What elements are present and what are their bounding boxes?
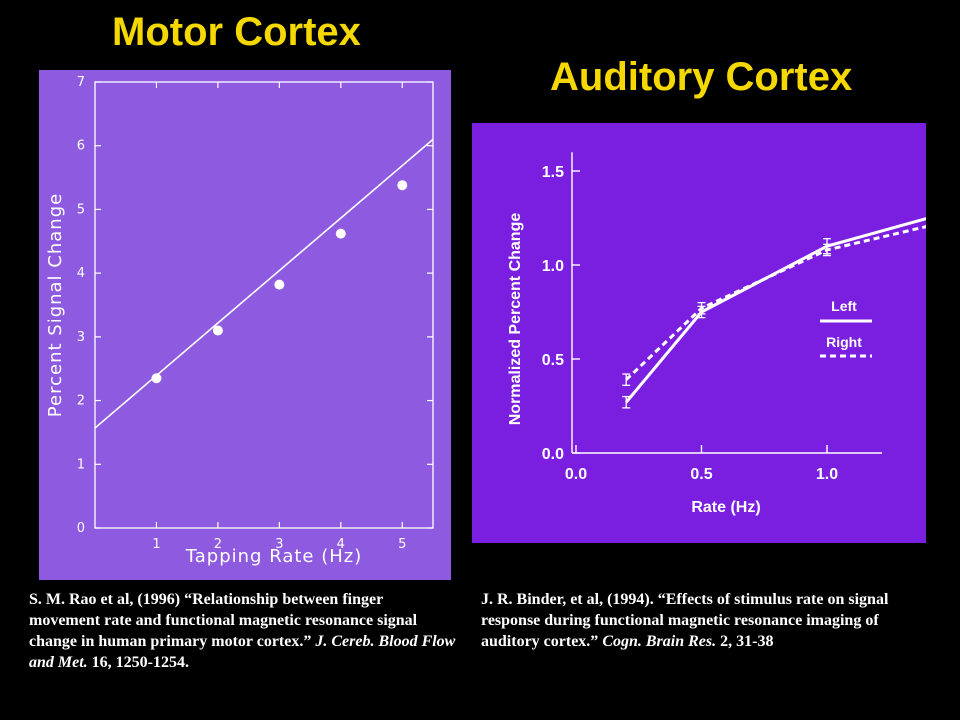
x-tick-label: 1 bbox=[152, 537, 160, 552]
citation-binder-journal: Cogn. Brain Res. bbox=[602, 633, 717, 650]
y-tick-label: 3 bbox=[77, 330, 85, 345]
y-tick-label: 5 bbox=[77, 202, 85, 217]
y-tick-label: 0.0 bbox=[542, 446, 564, 463]
motor-cortex-title: Motor Cortex bbox=[112, 10, 361, 54]
citation-binder-text: J. R. Binder, et al, (1994). “Effects of… bbox=[481, 591, 889, 650]
plot-frame bbox=[94, 81, 434, 529]
citation-rao-ref: 16, 1250-1254. bbox=[91, 654, 189, 671]
series-line-left bbox=[625, 217, 926, 404]
citation-binder: J. R. Binder, et al, (1994). “Effects of… bbox=[481, 589, 921, 652]
x-tick-label: 0.5 bbox=[690, 466, 712, 483]
x-tick-label: 4 bbox=[337, 537, 345, 552]
x-tick-label: 1.0 bbox=[816, 466, 838, 483]
data-point bbox=[151, 373, 162, 384]
y-tick-label: 2 bbox=[77, 394, 85, 409]
motor-cortex-chart-panel: 0 1 2 3 4 5 6 7 1 2 3 4 5 Tapping Rate (Hz) Percent Si… bbox=[39, 70, 451, 580]
data-point bbox=[335, 228, 346, 239]
x-tick-label: 2 bbox=[214, 537, 222, 552]
x-tick-label: 0.0 bbox=[565, 466, 587, 483]
legend-label-left: Left bbox=[831, 298, 857, 314]
x-axis-label: Tapping Rate (Hz) bbox=[185, 546, 362, 567]
fit-line bbox=[94, 138, 434, 429]
y-tick-label: 1.5 bbox=[542, 164, 564, 181]
citation-binder-ref: 2, 31-38 bbox=[720, 633, 774, 650]
citation-rao: S. M. Rao et al, (1996) “Relationship be… bbox=[29, 589, 457, 673]
y-tick-label: 0.5 bbox=[542, 352, 564, 369]
data-point bbox=[397, 180, 408, 191]
citation-rao-journal: J. Cereb. Blood Flow and Met. bbox=[29, 633, 456, 671]
x-tick-label: 5 bbox=[398, 537, 406, 552]
legend-label-right: Right bbox=[826, 334, 862, 350]
x-axis-label: Rate (Hz) bbox=[691, 499, 760, 516]
y-tick-label: 7 bbox=[77, 75, 85, 90]
y-axis-label: Percent Signal Change bbox=[45, 193, 66, 417]
y-tick-label: 4 bbox=[77, 266, 85, 281]
auditory-cortex-chart-panel: 0.00.51.01.50.00.51.01.52.02.5Rate (Hz)N… bbox=[472, 123, 926, 543]
data-point bbox=[274, 279, 285, 290]
auditory-cortex-title: Auditory Cortex bbox=[550, 55, 853, 99]
y-axis-label: Normalized Percent Change bbox=[507, 213, 524, 426]
auditory-cortex-chart: 0.00.51.01.50.00.51.01.52.02.5Rate (Hz)N… bbox=[507, 152, 926, 516]
y-tick-label: 6 bbox=[77, 139, 85, 154]
y-tick-label: 1 bbox=[77, 457, 85, 472]
x-tick-label: 3 bbox=[275, 537, 283, 552]
motor-cortex-chart: 0 1 2 3 4 5 6 7 1 2 3 4 5 Tapping Rate (Hz) Percent Si… bbox=[45, 75, 434, 567]
y-tick-label: 1.0 bbox=[542, 258, 564, 275]
citation-rao-text: S. M. Rao et al, (1996) “Relationship be… bbox=[29, 591, 418, 650]
data-point bbox=[212, 325, 223, 336]
y-tick-label: 0 bbox=[77, 521, 85, 536]
